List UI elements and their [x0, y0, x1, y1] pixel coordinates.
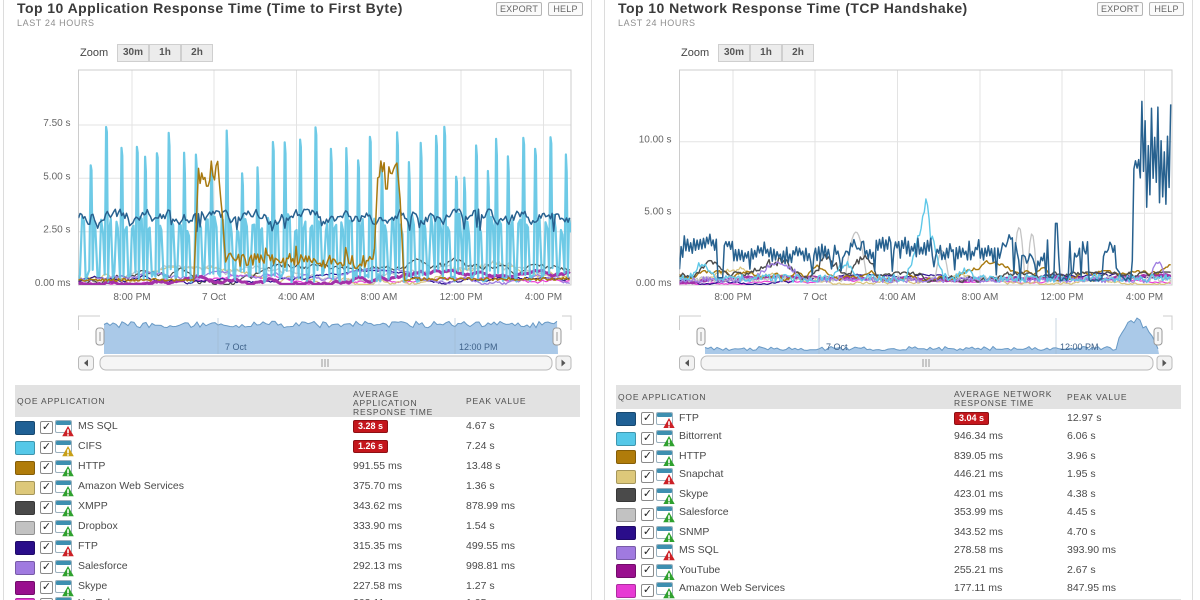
svg-text:4:00 AM: 4:00 AM	[278, 292, 315, 303]
svg-text:10.00 s: 10.00 s	[639, 135, 672, 146]
svg-text:12:00 PM: 12:00 PM	[440, 292, 483, 303]
svg-text:4:00 PM: 4:00 PM	[525, 292, 562, 303]
svg-text:12:00 PM: 12:00 PM	[1041, 292, 1084, 303]
svg-text:7 Oct: 7 Oct	[803, 292, 827, 303]
svg-text:7 Oct: 7 Oct	[202, 292, 226, 303]
svg-text:7.50 s: 7.50 s	[43, 118, 70, 129]
svg-text:5.00 s: 5.00 s	[43, 171, 70, 182]
svg-text:8:00 PM: 8:00 PM	[714, 292, 751, 303]
svg-text:5.00 s: 5.00 s	[644, 206, 671, 217]
svg-text:7 Oct: 7 Oct	[826, 342, 848, 352]
svg-text:12:00 PM: 12:00 PM	[1060, 342, 1099, 352]
svg-text:8:00 AM: 8:00 AM	[361, 292, 398, 303]
svg-text:2.50 s: 2.50 s	[43, 225, 70, 236]
svg-text:4:00 AM: 4:00 AM	[879, 292, 916, 303]
svg-text:0.00 ms: 0.00 ms	[35, 278, 71, 289]
svg-text:12:00 PM: 12:00 PM	[459, 342, 498, 352]
svg-text:8:00 AM: 8:00 AM	[962, 292, 999, 303]
svg-text:0.00 ms: 0.00 ms	[636, 278, 672, 289]
svg-text:8:00 PM: 8:00 PM	[113, 292, 150, 303]
svg-text:7 Oct: 7 Oct	[225, 342, 247, 352]
svg-text:4:00 PM: 4:00 PM	[1126, 292, 1163, 303]
